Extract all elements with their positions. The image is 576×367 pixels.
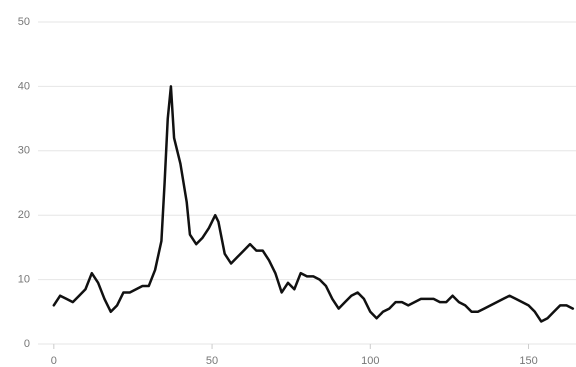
x-tick-label: 0 bbox=[51, 355, 57, 367]
y-tick-label: 0 bbox=[24, 338, 30, 350]
x-tick-label: 100 bbox=[361, 355, 379, 367]
y-tick-label: 20 bbox=[18, 209, 30, 221]
data-line bbox=[52, 85, 575, 323]
y-tick-label: 30 bbox=[18, 145, 30, 157]
y-tick-label: 10 bbox=[18, 274, 30, 286]
x-tick-label: 50 bbox=[206, 355, 218, 367]
y-tick-label: 40 bbox=[18, 80, 30, 92]
y-tick-label: 50 bbox=[18, 16, 30, 28]
x-tick-label: 150 bbox=[519, 355, 537, 367]
